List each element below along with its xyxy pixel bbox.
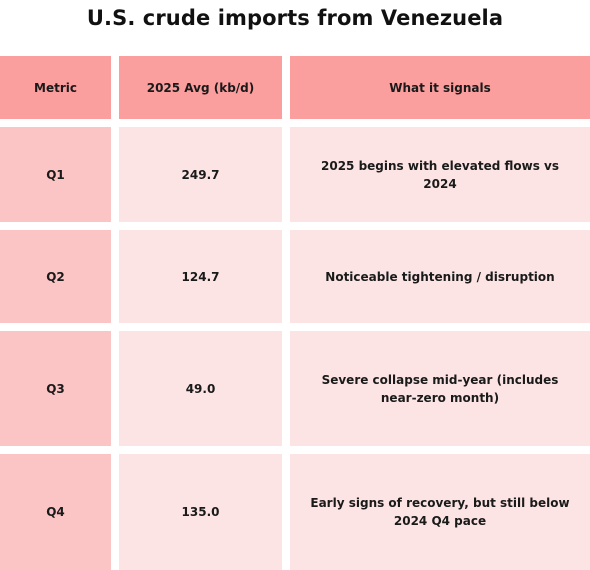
table-cell-avg: 124.7 (119, 230, 282, 323)
table-cell-avg: 249.7 (119, 127, 282, 222)
table-cell-avg: 49.0 (119, 331, 282, 446)
table-cell-metric: Q3 (0, 331, 111, 446)
table-cell-signal: 2025 begins with elevated flows vs 2024 (290, 127, 590, 222)
table-cell-signal: Early signs of recovery, but still below… (290, 454, 590, 570)
table-cell-avg: 135.0 (119, 454, 282, 570)
table-cell-metric: Q1 (0, 127, 111, 222)
chart-title: U.S. crude imports from Venezuela (86, 6, 504, 30)
column-header-avg: 2025 Avg (kb/d) (119, 56, 282, 119)
table-cell-signal: Severe collapse mid-year (includes near-… (290, 331, 590, 446)
table-cell-metric: Q4 (0, 454, 111, 570)
column-header-metric: Metric (0, 56, 111, 119)
table-cell-metric: Q2 (0, 230, 111, 323)
table-cell-signal: Noticeable tightening / disruption (290, 230, 590, 323)
column-header-signal: What it signals (290, 56, 590, 119)
